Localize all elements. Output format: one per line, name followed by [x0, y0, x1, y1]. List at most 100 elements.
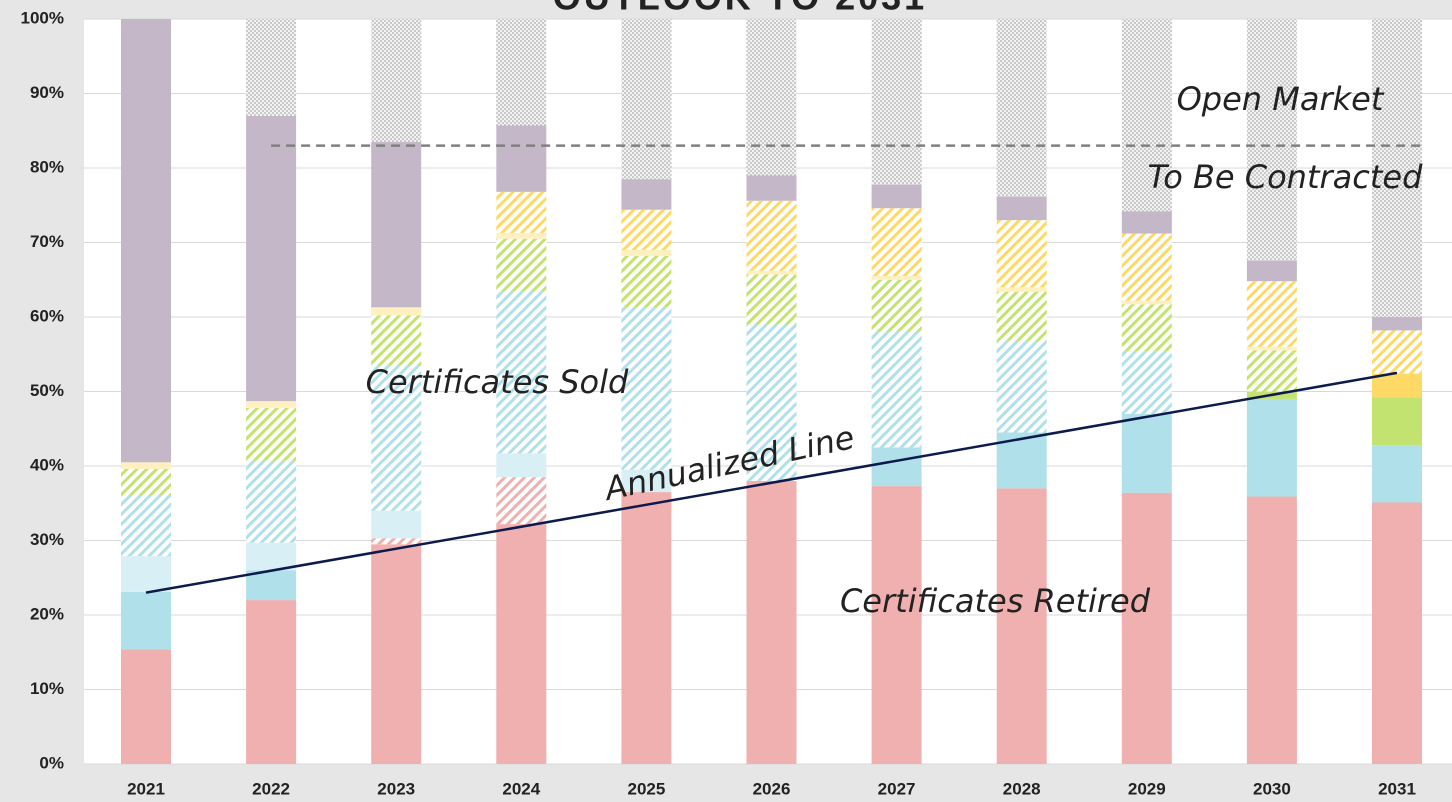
bar-segment: [621, 19, 672, 180]
bar-segment: [1121, 351, 1172, 414]
bar-segment: [1246, 260, 1297, 282]
bar-segment: [246, 542, 297, 571]
bar-segment: [1372, 445, 1422, 503]
x-tick-label: 2022: [252, 779, 290, 798]
bar-segment: [1121, 19, 1172, 212]
bar-segment: [871, 447, 922, 487]
x-tick-label: 2028: [1003, 779, 1041, 798]
y-tick-label: 30%: [30, 530, 64, 549]
y-tick-label: 40%: [30, 455, 64, 474]
bar-segment: [371, 315, 422, 366]
bar-segment: [496, 238, 547, 291]
bar-segment: [246, 460, 297, 543]
x-tick-label: 2025: [627, 779, 665, 798]
bar-segment: [121, 591, 171, 650]
x-tick-label: 2030: [1253, 779, 1291, 798]
bar-segment: [496, 290, 547, 454]
bar-segment: [621, 255, 672, 308]
bar-segment: [746, 200, 797, 271]
bar-segment: [746, 324, 797, 481]
bar-segment: [121, 462, 171, 469]
bar-segment: [371, 544, 422, 764]
bar-segment: [246, 115, 297, 402]
bar-segment: [1372, 397, 1422, 446]
x-tick-label: 2029: [1128, 779, 1166, 798]
x-tick-label: 2027: [878, 779, 916, 798]
bar-segment: [996, 340, 1047, 433]
x-tick-label: 2024: [502, 779, 540, 798]
bar-segment: [1121, 300, 1172, 305]
bar-segment: [1246, 496, 1297, 764]
annotation: Certificates Retired: [840, 582, 1151, 620]
y-tick-label: 100%: [21, 8, 64, 27]
bar-segment: [496, 477, 547, 525]
bar-segment: [621, 179, 672, 210]
bar-segment: [496, 524, 547, 764]
bar-segment: [871, 486, 922, 764]
bar-segment: [996, 291, 1047, 341]
bar-segment: [1246, 398, 1297, 497]
bar-segment: [746, 175, 797, 201]
annualized-line: [145, 371, 1398, 594]
bar-segment: [371, 510, 422, 539]
bar-segment: [1372, 19, 1422, 317]
bar-segment: [496, 125, 547, 192]
bar-segment: [1372, 317, 1422, 331]
bar-segment: [621, 209, 672, 250]
bar-segment: [1121, 211, 1172, 234]
bar-segment: [996, 196, 1047, 221]
bar-segment: [1372, 373, 1422, 398]
x-tick-label: 2026: [753, 779, 791, 798]
bar-segment: [246, 600, 297, 764]
annotation: To Be Contracted: [1148, 158, 1424, 196]
bar-segment: [121, 649, 171, 764]
bar-segment: [871, 208, 922, 277]
y-tick-label: 60%: [30, 306, 64, 325]
bar-segment: [246, 401, 297, 408]
bar-segment: [371, 365, 422, 511]
bar-segment: [246, 19, 297, 116]
bar-segment: [371, 538, 422, 545]
bar-segment: [1246, 281, 1297, 347]
bar-segment: [496, 453, 547, 478]
y-tick-label: 10%: [30, 679, 64, 698]
bar-segment: [1246, 350, 1297, 392]
bar-segment: [871, 276, 922, 280]
y-tick-label: 70%: [30, 232, 64, 251]
y-tick-label: 90%: [30, 83, 64, 102]
bar-segment: [121, 495, 171, 557]
bar-segment: [871, 19, 922, 185]
bar-segment: [371, 19, 422, 142]
y-tick-label: 20%: [30, 604, 64, 623]
annotation: Open Market: [1177, 80, 1385, 118]
bar-segment: [371, 141, 422, 308]
bar-segment: [996, 19, 1047, 197]
annotation: Certificates Sold: [366, 363, 629, 401]
x-tick-label: 2021: [127, 779, 165, 798]
y-tick-label: 80%: [30, 157, 64, 176]
bar-segment: [496, 232, 547, 239]
bar-segment: [746, 270, 797, 275]
bar-segment: [121, 556, 171, 592]
bar-segment: [996, 287, 1047, 292]
bar-segment: [621, 469, 672, 493]
x-tick-label: 2023: [377, 779, 415, 798]
bar-segment: [621, 249, 672, 256]
bar-segment: [871, 279, 922, 332]
bar-segment: [496, 19, 547, 126]
bar-segment: [1372, 330, 1422, 374]
bar-segment: [1246, 346, 1297, 351]
bar-segment: [496, 191, 547, 233]
bar-segment: [1372, 502, 1422, 764]
bar-segment: [621, 307, 672, 470]
bar-segment: [746, 274, 797, 325]
bar-segment: [371, 307, 422, 316]
bar-segment: [996, 488, 1047, 764]
y-tick-label: 0%: [39, 753, 64, 772]
x-tick-label: 2031: [1378, 779, 1416, 798]
bar-segment: [121, 468, 171, 496]
y-tick-label: 50%: [30, 381, 64, 400]
bar-segment: [871, 184, 922, 209]
bar-segment: [1121, 413, 1172, 493]
bar-segment: [1121, 304, 1172, 352]
